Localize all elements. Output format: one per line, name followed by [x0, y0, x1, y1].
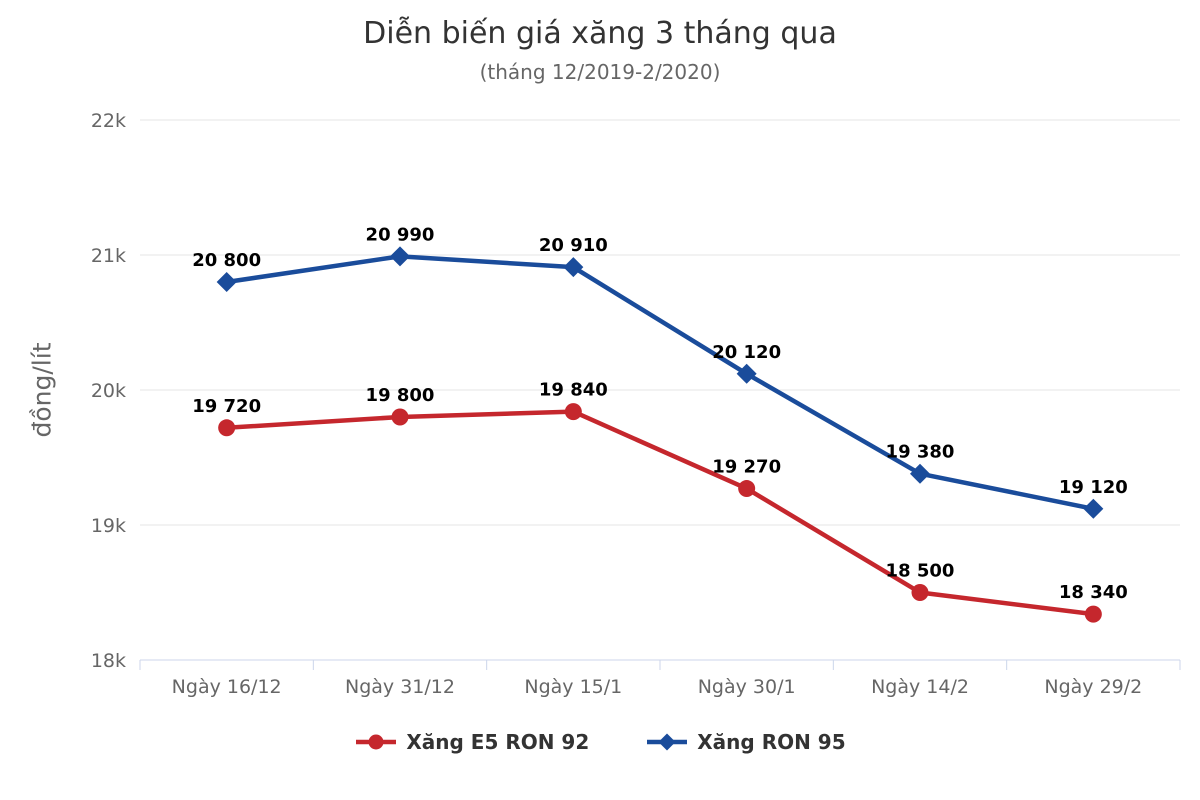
data-point-label: 18 340	[1059, 582, 1128, 603]
data-point-marker-circle[interactable]	[391, 408, 409, 426]
data-point-label: 19 800	[366, 385, 435, 406]
chart-subtitle: (tháng 12/2019-2/2020)	[479, 60, 721, 84]
y-axis-tick-label: 22k	[91, 110, 126, 132]
data-point-label: 19 840	[539, 380, 608, 401]
data-point-marker-circle[interactable]	[738, 480, 756, 498]
x-axis-category-label: Ngày 29/2	[1044, 676, 1142, 698]
data-point-marker-diamond[interactable]	[1083, 498, 1104, 519]
series-line-xang-ron-95	[224, 254, 1096, 512]
legend: Xăng E5 RON 92 Xăng RON 95	[0, 730, 1200, 754]
data-point-label: 19 720	[192, 396, 261, 417]
line-circle-marker-icon	[356, 734, 397, 750]
data-point-label: 19 120	[1059, 477, 1128, 498]
x-axis-category-label: Ngày 14/2	[871, 676, 969, 698]
data-point-marker-diamond[interactable]	[736, 363, 757, 384]
data-point-label: 20 800	[192, 250, 261, 271]
legend-label: Xăng RON 95	[697, 730, 846, 754]
data-point-marker-circle[interactable]	[1084, 605, 1102, 623]
chart-title: Diễn biến giá xăng 3 tháng qua	[363, 16, 837, 51]
data-point-marker-diamond[interactable]	[563, 257, 584, 278]
y-axis-tick-label: 18k	[91, 650, 126, 672]
y-axis-tick-label: 19k	[91, 515, 126, 537]
data-point-label: 20 990	[366, 224, 435, 245]
data-point-label: 19 380	[886, 442, 955, 463]
legend-label: Xăng E5 RON 92	[406, 730, 590, 754]
data-point-marker-circle[interactable]	[218, 419, 236, 437]
data-point-marker-circle[interactable]	[564, 403, 582, 421]
legend-item-xang-e5-ron-92[interactable]: Xăng E5 RON 92	[354, 730, 589, 754]
data-point-label: 20 120	[712, 342, 781, 363]
line-diamond-marker-icon	[647, 733, 688, 751]
series-line-xang-e5-ron-92	[224, 409, 1096, 617]
data-point-marker-circle[interactable]	[911, 584, 929, 601]
data-point-marker-diamond[interactable]	[910, 463, 930, 484]
data-point-label: 19 270	[712, 457, 781, 478]
x-axis-category-label: Ngày 15/1	[524, 676, 622, 698]
x-axis-category-label: Ngày 30/1	[698, 676, 796, 698]
data-point-label: 18 500	[886, 561, 955, 582]
data-point-marker-diamond[interactable]	[216, 272, 237, 292]
y-axis-tick-label: 21k	[91, 245, 126, 267]
data-point-label: 20 910	[539, 235, 608, 256]
data-point-marker-diamond[interactable]	[390, 246, 410, 267]
x-axis-category-label: Ngày 16/12	[172, 676, 282, 698]
legend-item-xang-ron-95[interactable]: Xăng RON 95	[645, 730, 846, 754]
x-axis-category-label: Ngày 31/12	[345, 676, 455, 698]
y-axis-tick-label: 20k	[91, 380, 126, 402]
